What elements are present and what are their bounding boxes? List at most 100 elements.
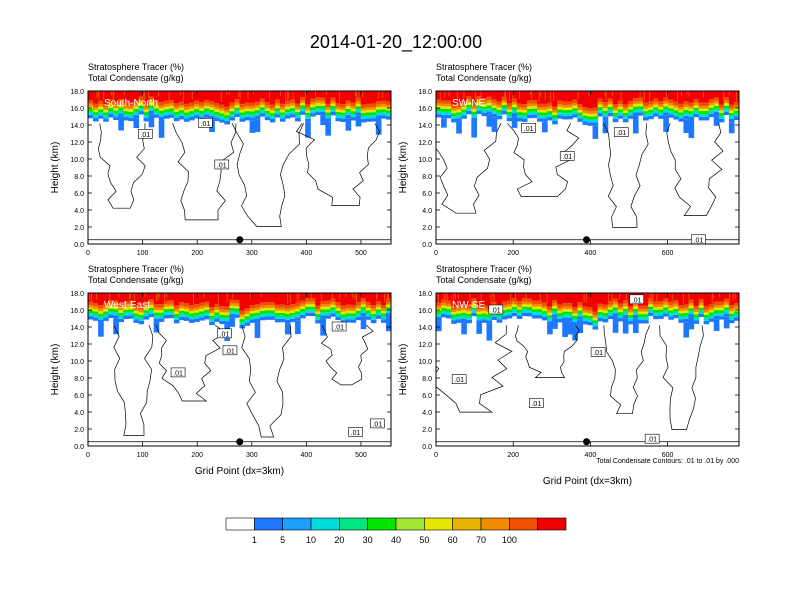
tracer-band xyxy=(335,310,342,314)
tracer-band xyxy=(668,307,674,311)
tracer-band xyxy=(542,305,548,309)
tracer-band xyxy=(254,116,261,120)
x-tick-label: 500 xyxy=(355,452,367,459)
y-tick-label: 18.0 xyxy=(70,89,84,96)
tracer-band xyxy=(511,104,518,108)
tracer-band xyxy=(526,100,533,104)
tracer-band xyxy=(466,311,472,314)
contour-note: Total Condensate Contours: .01 to .01 by… xyxy=(596,458,739,465)
tracer-band xyxy=(350,310,357,314)
y-tick-label: 8.0 xyxy=(74,174,84,181)
tracer-band xyxy=(163,115,170,119)
tracer-band xyxy=(295,106,301,110)
contour-label-box xyxy=(590,347,606,357)
tracer-band xyxy=(355,97,362,102)
tracer-field: .01.01.01.01.01.01 xyxy=(88,293,391,443)
tracer-band xyxy=(491,302,498,306)
tracer-band xyxy=(501,304,508,308)
tracer-band xyxy=(380,100,387,105)
tracer-band xyxy=(693,105,700,108)
tracer-band xyxy=(133,114,140,119)
tracer-band xyxy=(295,317,301,321)
tracer-band xyxy=(128,312,135,316)
left-string-tracer: Stratosphere Tracer (%) xyxy=(88,62,184,72)
tracer-band xyxy=(537,91,543,104)
tracer-band xyxy=(385,101,391,106)
tracer-band xyxy=(325,306,331,310)
tracer-band xyxy=(521,112,528,116)
tracer-band xyxy=(653,102,659,105)
tracer-band xyxy=(254,315,261,319)
tracer-band xyxy=(698,293,705,300)
tracer-band xyxy=(678,304,685,309)
tracer-band xyxy=(592,116,599,120)
tracer-band xyxy=(607,91,614,99)
tracer-band xyxy=(340,110,347,113)
tracer-band xyxy=(587,91,594,108)
tracer-band xyxy=(315,317,321,321)
tracer-band xyxy=(355,310,362,314)
tracer-band xyxy=(274,91,281,100)
colorbar-swatch xyxy=(310,517,340,531)
tracer-band xyxy=(244,313,251,317)
colorbar-label: 30 xyxy=(363,535,373,545)
tracer-band xyxy=(698,111,705,115)
tracer-band xyxy=(360,107,367,111)
tracer-band xyxy=(602,108,609,111)
tracer-band xyxy=(183,112,190,116)
tracer-band xyxy=(128,315,135,319)
tracer-band xyxy=(531,309,538,313)
tracer-band xyxy=(658,107,664,110)
tracer-band xyxy=(88,114,94,119)
tracer-band xyxy=(511,110,518,114)
tracer-band xyxy=(693,314,700,318)
tracer-band xyxy=(113,312,119,316)
tracer-band xyxy=(658,104,664,108)
tracer-band xyxy=(143,301,150,306)
tracer-band xyxy=(300,111,306,115)
tracer-band xyxy=(526,310,533,313)
tracer-band xyxy=(476,305,483,310)
tracer-band xyxy=(219,104,225,109)
tracer-band xyxy=(713,310,720,314)
tracer-band xyxy=(108,102,114,106)
tracer-band xyxy=(259,310,266,314)
tracer-band xyxy=(597,107,604,111)
tracer-band xyxy=(300,311,306,315)
x-tick-label: 400 xyxy=(585,452,597,459)
tracer-band xyxy=(693,107,700,111)
tracer-band xyxy=(310,298,316,302)
tracer-band xyxy=(461,307,467,311)
tracer-band xyxy=(88,100,94,104)
tracer-band xyxy=(143,115,150,119)
tracer-band xyxy=(163,306,170,310)
tracer-band xyxy=(648,104,654,108)
tracer-band xyxy=(254,107,261,111)
tracer-band xyxy=(617,318,624,322)
tracer-band xyxy=(612,112,619,116)
tracer-band xyxy=(360,301,367,305)
tracer-intrusion xyxy=(592,125,599,139)
tracer-band xyxy=(537,112,543,116)
tracer-band xyxy=(643,320,649,324)
tracer-intrusion xyxy=(486,323,493,341)
tracer-band xyxy=(98,305,104,309)
tracer-band xyxy=(577,104,584,108)
tracer-band xyxy=(183,115,190,119)
tracer-band xyxy=(335,302,342,306)
contour-line xyxy=(603,325,651,415)
colorbar-label: 40 xyxy=(391,535,401,545)
tracer-band xyxy=(542,103,548,108)
tracer-band xyxy=(673,306,679,309)
tracer-band xyxy=(451,309,457,312)
tracer-band xyxy=(300,102,306,106)
contour-line xyxy=(436,123,502,214)
tracer-band xyxy=(552,303,558,306)
tracer-band xyxy=(340,115,347,119)
tracer-band xyxy=(486,102,493,106)
tracer-band xyxy=(501,316,508,320)
tracer-band xyxy=(380,91,387,101)
tracer-band xyxy=(612,107,619,111)
colorbar-label: 1 xyxy=(252,535,257,545)
tracer-band xyxy=(597,104,604,108)
